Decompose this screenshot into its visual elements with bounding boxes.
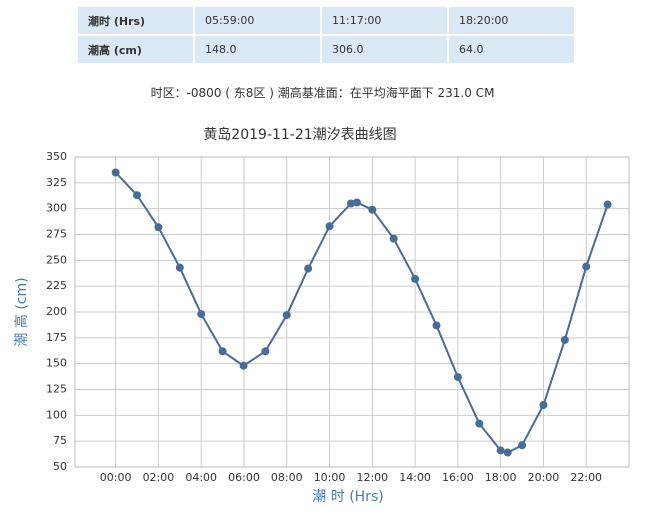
point	[352, 198, 361, 207]
x-axis-label: 潮 时 (Hrs)	[312, 489, 383, 505]
point	[218, 347, 227, 356]
point	[239, 361, 248, 370]
cell: 306.0	[320, 34, 449, 65]
chart-title: 黄岛2019-11-21潮汐表曲线图	[203, 126, 396, 143]
point	[346, 199, 355, 208]
point	[304, 264, 313, 273]
table-row: 潮高 (cm) 148.0 306.0 64.0	[76, 34, 576, 65]
point	[603, 200, 612, 209]
cell: 潮高 (cm)	[76, 34, 195, 65]
y-tick-label: 300	[46, 202, 67, 215]
point	[453, 373, 462, 382]
x-tick-label: 14:00	[399, 471, 431, 484]
x-tick-label: 06:00	[228, 471, 260, 484]
x-tick-label: 02:00	[143, 471, 175, 484]
cell: 潮时 (Hrs)	[76, 5, 195, 36]
point	[389, 234, 398, 243]
point	[539, 401, 548, 409]
y-tick-label: 275	[46, 228, 67, 241]
point	[175, 263, 184, 272]
y-tick-label: 200	[46, 305, 67, 318]
cell: 18:20:00	[447, 5, 576, 36]
y-tick-label: 175	[46, 331, 67, 344]
point	[111, 168, 120, 177]
x-tick-label: 12:00	[356, 471, 388, 484]
y-tick-label: 100	[46, 408, 67, 421]
x-tick-label: 16:00	[442, 471, 474, 484]
point	[261, 347, 270, 356]
point	[368, 205, 377, 214]
cell: 148.0	[193, 34, 322, 65]
point	[133, 191, 142, 200]
y-tick-label: 50	[53, 460, 67, 473]
x-tick-label: 18:00	[485, 471, 517, 484]
y-tick-label: 325	[46, 176, 67, 189]
table-row: 潮时 (Hrs) 05:59:00 11:17:00 18:20:00	[76, 5, 576, 36]
point	[325, 222, 334, 231]
point	[475, 419, 484, 428]
x-tick-label: 20:00	[528, 471, 560, 484]
point	[411, 274, 420, 283]
point	[503, 448, 512, 457]
x-tick-label: 22:00	[570, 471, 602, 484]
cell: 05:59:00	[193, 5, 322, 36]
y-tick-label: 250	[46, 253, 67, 266]
point	[518, 441, 527, 450]
y-tick-label: 150	[46, 357, 67, 370]
point	[560, 335, 569, 344]
y-tick-label: 125	[46, 383, 67, 396]
point	[154, 223, 163, 232]
point	[582, 262, 591, 271]
x-tick-label: 08:00	[271, 471, 303, 484]
x-tick-label: 00:00	[100, 471, 132, 484]
cell: 64.0	[447, 34, 576, 65]
point	[282, 311, 291, 320]
tide-table: 潮时 (Hrs) 05:59:00 11:17:00 18:20:00 潮高 (cm)…	[76, 5, 576, 65]
y-tick-label: 75	[53, 434, 67, 447]
point	[432, 321, 441, 330]
point	[496, 446, 505, 455]
point	[197, 310, 206, 319]
y-tick-label: 225	[46, 279, 67, 292]
x-tick-label: 10:00	[314, 471, 346, 484]
plot-border	[74, 156, 630, 468]
x-tick-label: 04:00	[185, 471, 217, 484]
line	[114, 171, 609, 454]
y-tick-label: 350	[46, 150, 67, 163]
note: 时区：-0800 ( 东8区 ) 潮高基准面：在平均海平面下 231.0 CM	[150, 86, 495, 100]
cell: 11:17:00	[320, 5, 449, 36]
y-axis-label: 潮 高 (cm)	[13, 277, 30, 346]
